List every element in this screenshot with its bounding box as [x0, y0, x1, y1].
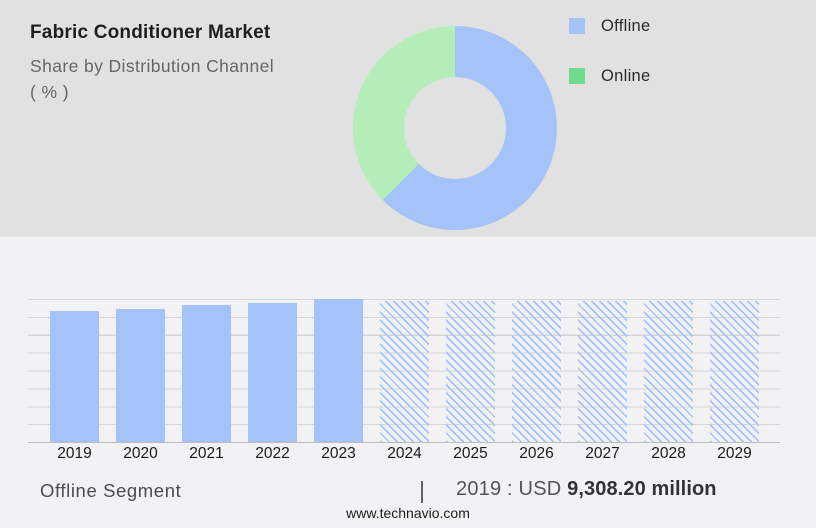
segment-label: Offline Segment: [40, 480, 182, 501]
offline-swatch-icon: [569, 18, 585, 34]
market-value: 2019 : USD 9,308.20 million: [456, 478, 717, 501]
bar-2026-forecast: [512, 301, 561, 442]
chart-unit-label: ( % ): [30, 82, 69, 102]
x-tick-2019: 2019: [57, 445, 92, 462]
x-tick-2029: 2029: [717, 445, 752, 462]
donut-chart: [353, 26, 557, 230]
chart-subtitle: Share by Distribution Channel: [30, 56, 275, 76]
bar-2024-forecast: [380, 301, 429, 442]
bar-2025-forecast: [446, 301, 495, 442]
value-separator: |: [419, 477, 425, 503]
x-tick-2024: 2024: [387, 445, 422, 462]
market-value-amount: 9,308.20 million: [567, 478, 717, 500]
bar-2019: [50, 311, 99, 442]
x-axis-line: [28, 441, 780, 443]
donut-section: Fabric Conditioner Market Share by Distr…: [0, 0, 816, 237]
website-url: www.technavio.com: [346, 505, 470, 521]
page-title: Fabric Conditioner Market: [30, 22, 271, 43]
x-tick-2026: 2026: [519, 445, 554, 462]
title-block: Fabric Conditioner Market Share by Distr…: [30, 22, 340, 105]
bar-2021: [182, 305, 231, 442]
market-value-prefix: 2019 : USD: [456, 478, 562, 500]
legend-label-online: Online: [601, 67, 651, 85]
bar-2029-forecast: [710, 301, 759, 442]
bar-2027-forecast: [578, 301, 627, 442]
x-tick-2025: 2025: [453, 445, 488, 462]
online-swatch-icon: [569, 68, 585, 84]
bar-2023: [314, 299, 363, 442]
x-tick-2021: 2021: [189, 445, 224, 462]
x-tick-2028: 2028: [651, 445, 686, 462]
x-tick-2027: 2027: [585, 445, 620, 462]
donut-hole: [404, 77, 506, 179]
bar-2028-forecast: [644, 301, 693, 442]
legend-label-offline: Offline: [601, 17, 651, 35]
x-tick-2020: 2020: [123, 445, 158, 462]
bar-2020: [116, 309, 165, 442]
x-tick-2023: 2023: [321, 445, 356, 462]
bar-2022: [248, 303, 297, 442]
x-tick-2022: 2022: [255, 445, 290, 462]
bar-section: 2019 2020 2021 2022 2023 2024 2025 2026 2027 2028…: [0, 237, 816, 528]
